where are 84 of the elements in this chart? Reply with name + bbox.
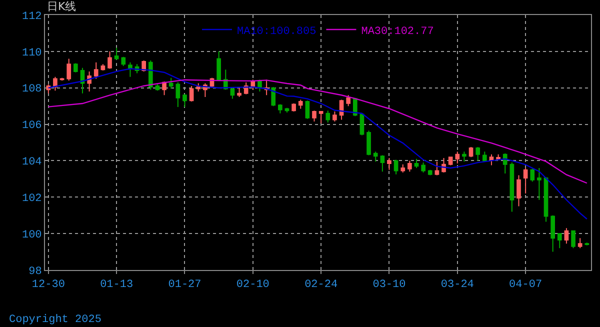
candlestick — [237, 86, 242, 98]
y-tick-label: 98 — [28, 266, 42, 278]
candlestick — [544, 176, 548, 222]
candlestick — [128, 62, 132, 78]
candlestick — [489, 154, 494, 166]
candlestick — [584, 242, 590, 246]
y-tick-label: 106 — [22, 120, 42, 132]
candlestick — [428, 169, 432, 176]
candlestick — [557, 233, 562, 249]
candlestick — [189, 86, 194, 102]
candlestick — [168, 77, 174, 90]
candlestick — [455, 151, 460, 164]
candlestick — [271, 86, 276, 107]
y-tick-label: 100 — [22, 229, 42, 242]
candlestick — [298, 99, 303, 110]
candlestick — [564, 228, 569, 244]
candlestick — [318, 111, 324, 124]
x-tick-label: 01-27 — [168, 279, 202, 292]
candlestick — [530, 168, 535, 182]
candlestick — [400, 164, 406, 174]
candlestick — [196, 82, 201, 92]
chart-title: 日K线 — [47, 0, 76, 13]
y-tick-label: 112 — [22, 10, 42, 23]
candlestick — [250, 79, 256, 90]
candlestick — [421, 162, 426, 174]
y-tick-label: 110 — [22, 47, 42, 60]
candlestick — [114, 47, 119, 60]
candlestick — [516, 174, 521, 207]
candlestick — [462, 151, 466, 162]
candlestick — [332, 111, 337, 122]
candlestick — [182, 94, 187, 108]
candlestick — [108, 50, 112, 70]
candlestick — [448, 156, 453, 166]
y-tick-label: 104 — [22, 156, 42, 169]
x-tick-label: 04-07 — [509, 279, 542, 292]
candlestick — [571, 230, 576, 249]
candlestick — [94, 62, 98, 80]
candlestick — [387, 157, 392, 170]
candlestick — [537, 168, 542, 200]
candlestick — [502, 152, 508, 174]
candlestick — [87, 70, 92, 92]
candlestick — [523, 168, 528, 194]
candlestick — [326, 110, 330, 123]
x-tick-label: 02-24 — [304, 279, 338, 292]
y-tick-label: 108 — [22, 84, 42, 96]
candlestick — [476, 146, 480, 162]
candlestick — [380, 154, 385, 172]
candlestick — [312, 110, 316, 122]
line-series — [48, 79, 588, 184]
candlestick — [278, 104, 282, 114]
candlestick — [121, 56, 126, 66]
candlestick — [292, 102, 296, 112]
candlestick — [46, 84, 51, 94]
candlestick — [66, 58, 72, 82]
candlestick — [510, 162, 514, 212]
legend-label: MA30:102.77 — [361, 26, 434, 38]
x-tick-label: 12-30 — [32, 279, 65, 292]
candlestick — [434, 161, 440, 176]
candlestick — [578, 238, 582, 249]
y-tick-label: 102 — [22, 192, 42, 205]
x-tick-label: 03-10 — [372, 279, 406, 292]
x-tick-label: 02-10 — [236, 279, 270, 292]
x-tick-label: 03-24 — [440, 279, 474, 292]
candlestick — [148, 60, 153, 90]
candlestick — [216, 50, 221, 82]
candlestick — [394, 159, 398, 175]
candlestick — [74, 62, 78, 73]
candlestick — [482, 151, 487, 162]
candlestick — [373, 151, 378, 162]
candlestick — [162, 80, 166, 96]
candlestick — [346, 94, 350, 107]
candlestick — [80, 67, 85, 94]
line-series — [48, 68, 588, 220]
x-tick-label: 01-13 — [100, 279, 134, 292]
candlestick — [366, 130, 371, 156]
candlestick — [408, 160, 412, 172]
candlestick — [100, 64, 106, 72]
candlestick — [176, 82, 180, 108]
text: Copyright 2025 — [9, 314, 102, 326]
candlestick — [550, 214, 555, 252]
candlestick — [414, 158, 419, 168]
candlestick — [230, 87, 235, 100]
legend-label: MA10:100.805 — [237, 26, 316, 38]
candlestick — [305, 100, 310, 120]
